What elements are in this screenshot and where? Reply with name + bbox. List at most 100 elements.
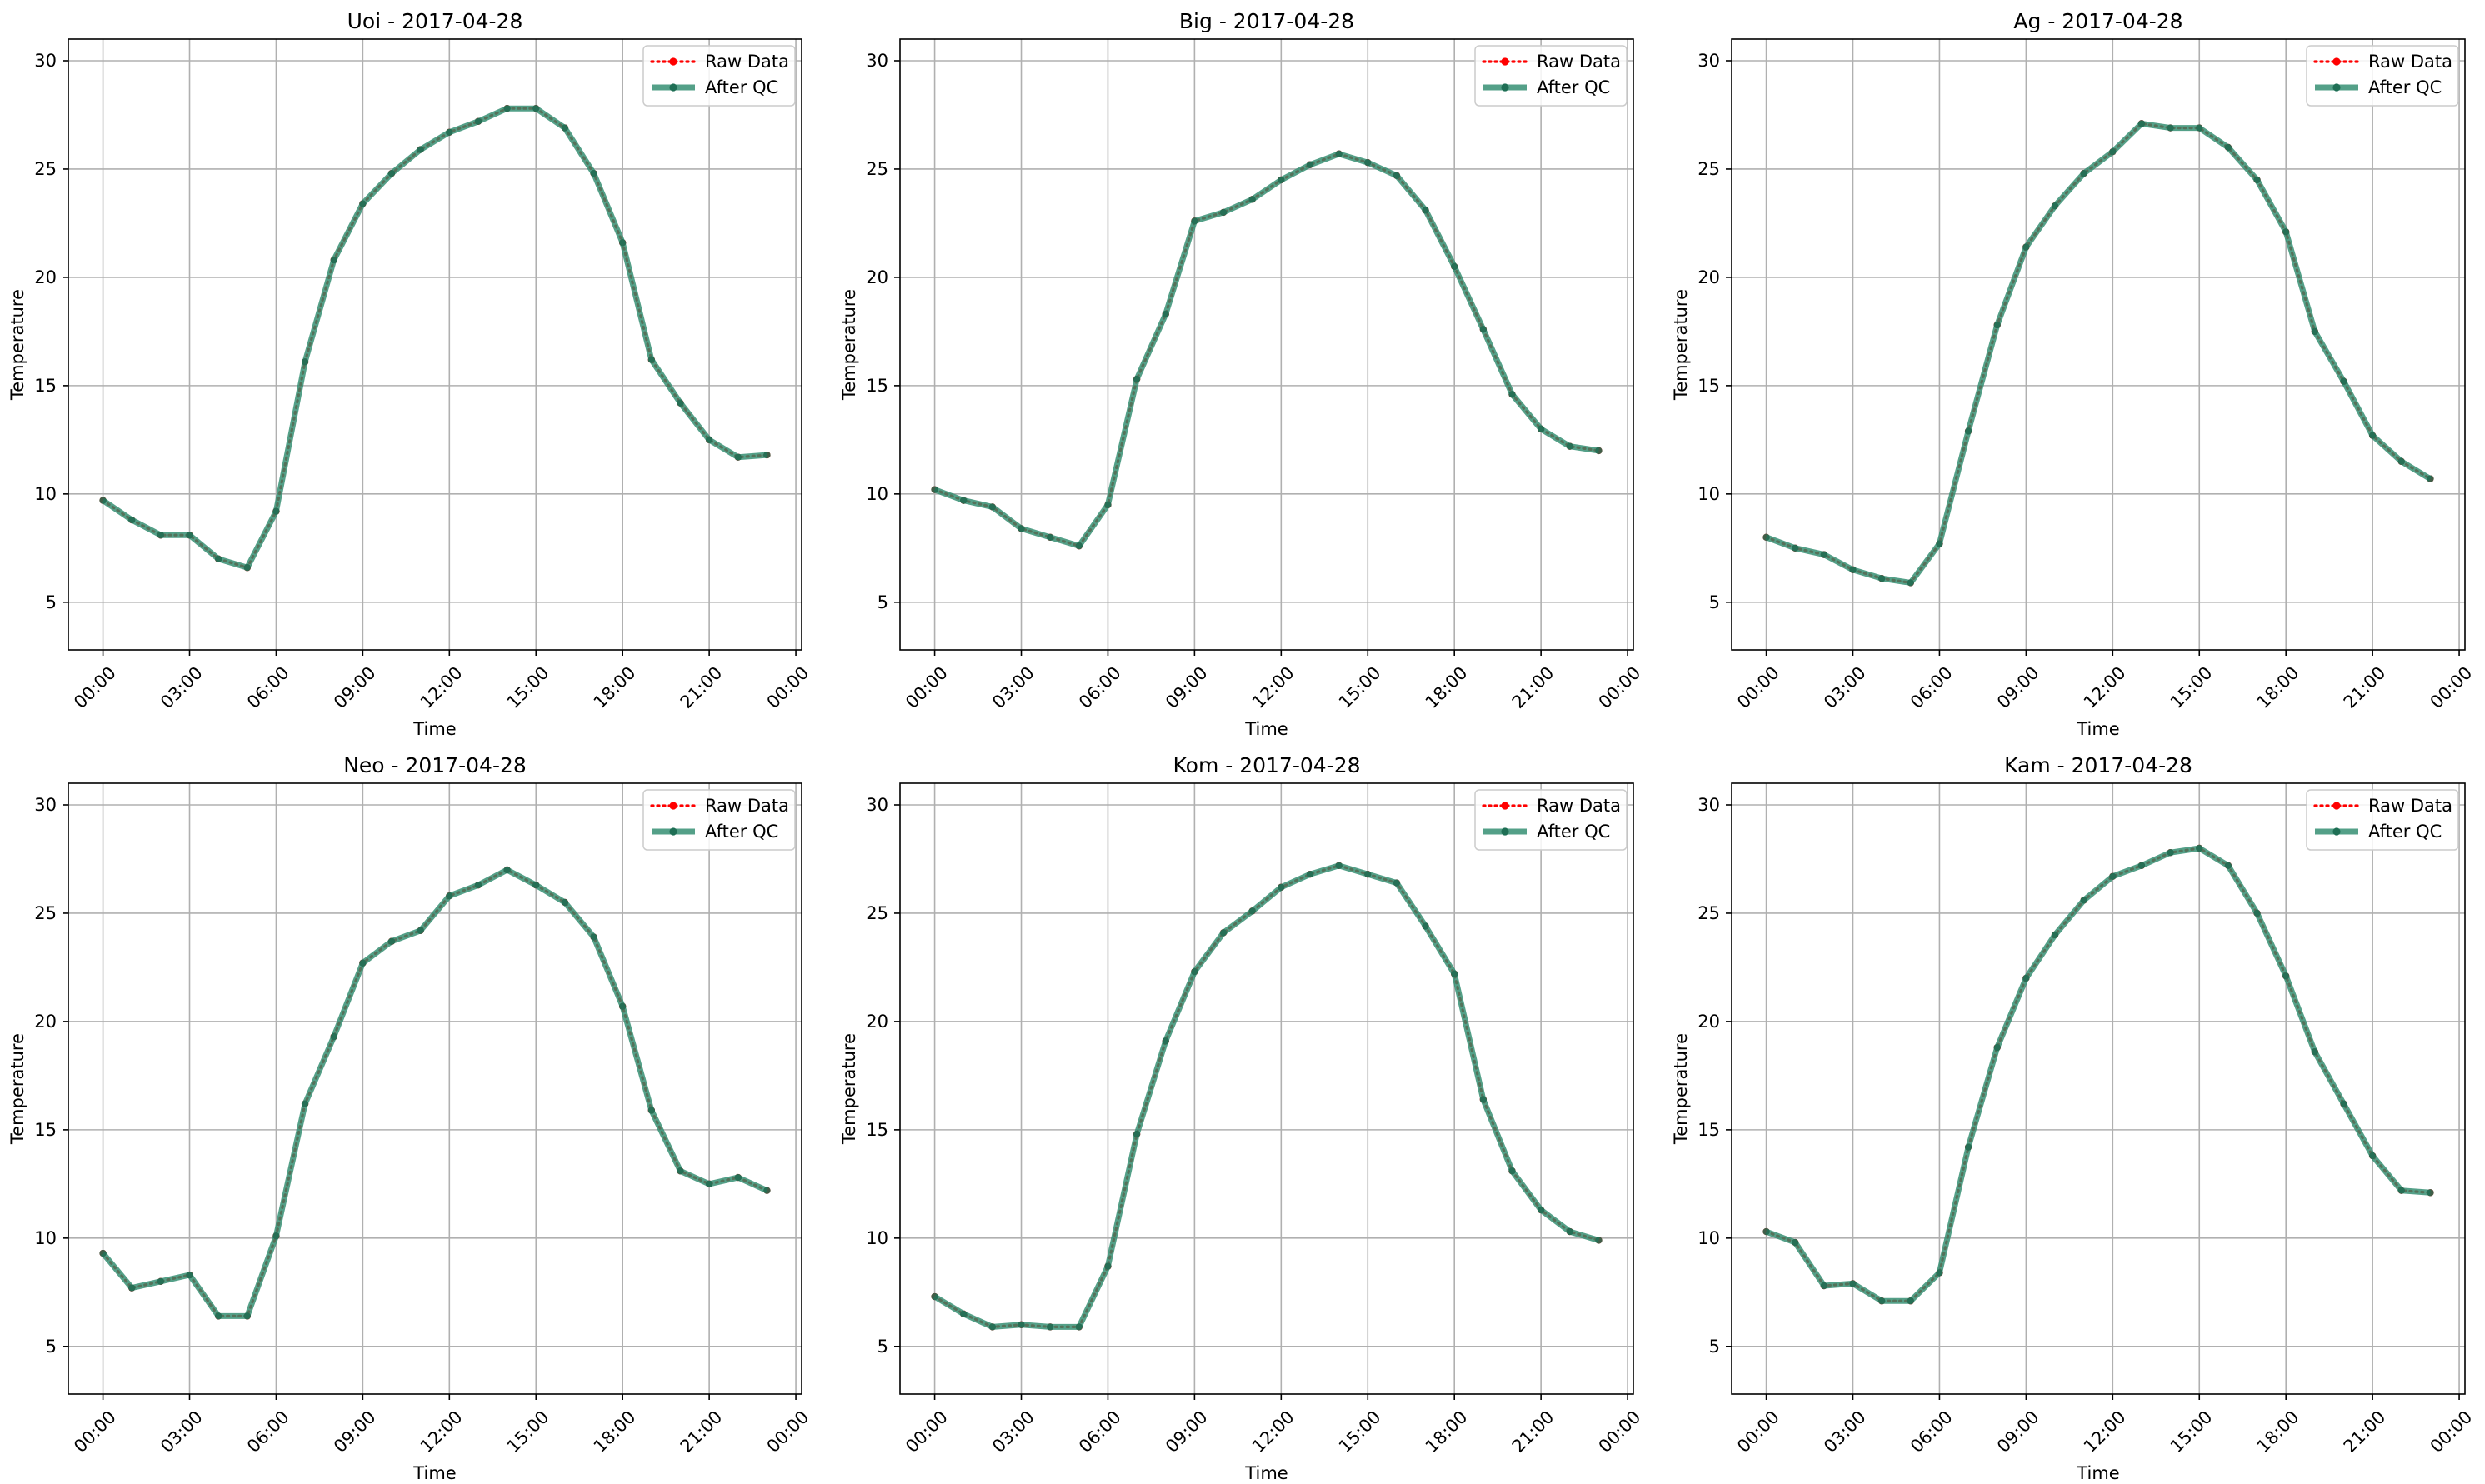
- x-tick-label: 21:00: [1508, 662, 1558, 712]
- y-tick-label: 10: [1698, 1228, 1720, 1248]
- after-qc-point: [2340, 377, 2348, 385]
- x-tick-label: 03:00: [157, 1407, 207, 1457]
- after-qc-point: [1219, 929, 1228, 937]
- after-qc-point: [2109, 147, 2117, 156]
- legend-qc-label: After QC: [1537, 822, 1610, 842]
- after-qc-point: [1792, 544, 1799, 552]
- after-qc-point: [1595, 447, 1602, 455]
- legend-qc-marker: [669, 83, 678, 92]
- after-qc-point: [2282, 228, 2290, 236]
- x-tick-label: 18:00: [2253, 1407, 2303, 1457]
- after-qc-line: [100, 867, 768, 1319]
- after-qc-point: [1907, 1297, 1915, 1305]
- after-qc-point: [1364, 870, 1372, 878]
- after-qc-series: [99, 866, 771, 1320]
- x-tick-label: 21:00: [677, 1407, 727, 1457]
- y-tick-label: 10: [34, 484, 57, 504]
- after-qc-point: [1248, 196, 1256, 203]
- after-qc-point: [931, 1292, 938, 1301]
- x-tick-label: 12:00: [1248, 662, 1298, 712]
- x-tick-label: 00:00: [70, 662, 120, 712]
- y-tick-label: 30: [34, 51, 57, 71]
- legend-raw-marker: [1501, 802, 1509, 810]
- y-axis-label: Temperature: [1671, 289, 1691, 401]
- after-qc-point: [99, 497, 107, 504]
- x-tick-label: 12:00: [417, 662, 467, 712]
- y-tick-label: 25: [1698, 903, 1720, 923]
- after-qc-point: [1792, 1238, 1799, 1247]
- x-tick-label: 06:00: [1075, 1407, 1125, 1457]
- after-qc-point: [2224, 862, 2232, 869]
- after-qc-point: [2282, 972, 2290, 980]
- x-tick-label: 18:00: [1422, 662, 1472, 712]
- x-tick-label: 06:00: [243, 1407, 293, 1457]
- after-qc-point: [2167, 848, 2174, 857]
- after-qc-point: [157, 1277, 165, 1286]
- after-qc-point: [1849, 566, 1857, 574]
- chart-title: Kom - 2017-04-28: [1173, 753, 1361, 777]
- after-qc-point: [1878, 575, 1886, 582]
- after-qc-point: [2427, 1189, 2434, 1197]
- x-axis-label: Time: [412, 719, 456, 739]
- after-qc-point: [446, 892, 453, 900]
- y-tick-label: 10: [866, 1228, 888, 1248]
- after-qc-point: [2080, 169, 2088, 177]
- x-tick-label: 21:00: [677, 662, 727, 712]
- legend-qc-label: After QC: [705, 77, 778, 97]
- subplot-3: 5 10 15 20 25 30 00:00 03:00 06:00 09:00 12:00 15:0…: [8, 753, 812, 1483]
- after-qc-point: [960, 497, 968, 504]
- x-tick-label: 03:00: [988, 662, 1038, 712]
- after-qc-point: [648, 1107, 656, 1114]
- y-tick-label: 15: [1698, 1120, 1720, 1140]
- subplot-2: 5 10 15 20 25 30 00:00 03:00 06:00 09:00 12:00 15:0…: [1671, 9, 2476, 739]
- after-qc-point: [417, 927, 424, 934]
- legend-raw-marker: [2332, 802, 2341, 810]
- y-tick-label: 20: [866, 1012, 888, 1032]
- y-axis-label: Temperature: [8, 1033, 28, 1145]
- after-qc-point: [532, 881, 540, 889]
- after-qc-series: [1762, 844, 2434, 1305]
- x-tick-label: 00:00: [2427, 1407, 2477, 1457]
- after-qc-point: [1508, 1167, 1516, 1175]
- legend-qc-label: After QC: [705, 822, 778, 842]
- y-tick-label: 30: [866, 795, 888, 815]
- legend: Raw Data After QC: [2306, 45, 2459, 107]
- after-qc-point: [2138, 120, 2146, 127]
- after-qc-point: [590, 169, 598, 177]
- after-qc-point: [1964, 1143, 1972, 1151]
- x-axis-label: Time: [1244, 1463, 1288, 1483]
- after-qc-point: [1878, 1297, 1886, 1305]
- after-qc-point: [763, 1187, 771, 1194]
- after-qc-point: [960, 1310, 968, 1318]
- x-tick-label: 03:00: [157, 662, 207, 712]
- after-qc-point: [2022, 243, 2030, 251]
- x-tick-label: 09:00: [330, 1407, 380, 1457]
- after-qc-point: [705, 436, 713, 444]
- after-qc-point: [359, 200, 367, 207]
- after-qc-point: [1993, 321, 2001, 329]
- legend-raw-marker: [669, 802, 678, 810]
- after-qc-point: [931, 486, 938, 493]
- after-qc-point: [532, 104, 540, 112]
- legend-raw-label: Raw Data: [705, 52, 789, 72]
- after-qc-point: [1104, 1262, 1112, 1270]
- after-qc-point: [330, 256, 338, 264]
- x-tick-label: 12:00: [2080, 1407, 2130, 1457]
- x-tick-label: 12:00: [1248, 1407, 1298, 1457]
- y-tick-label: 5: [1709, 592, 1720, 612]
- subplot-4: 5 10 15 20 25 30 00:00 03:00 06:00 09:00 12:00 15:0…: [839, 753, 1644, 1483]
- after-qc-point: [2138, 862, 2146, 869]
- after-qc-point: [1450, 970, 1458, 977]
- after-qc-point: [214, 1312, 222, 1320]
- chart-title: Uoi - 2017-04-28: [348, 9, 523, 33]
- y-tick-label: 25: [1698, 159, 1720, 179]
- after-qc-point: [618, 239, 627, 247]
- y-tick-label: 20: [34, 1012, 57, 1032]
- legend-qc-label: After QC: [2368, 822, 2442, 842]
- after-qc-point: [2196, 124, 2203, 132]
- after-qc-point: [1335, 862, 1342, 869]
- after-qc-point: [272, 1232, 280, 1240]
- subplot-0: 5 10 15 20 25 30 00:00 03:00 06:00 09:00 12:00 15:0…: [8, 9, 812, 739]
- y-tick-label: 10: [1698, 484, 1720, 504]
